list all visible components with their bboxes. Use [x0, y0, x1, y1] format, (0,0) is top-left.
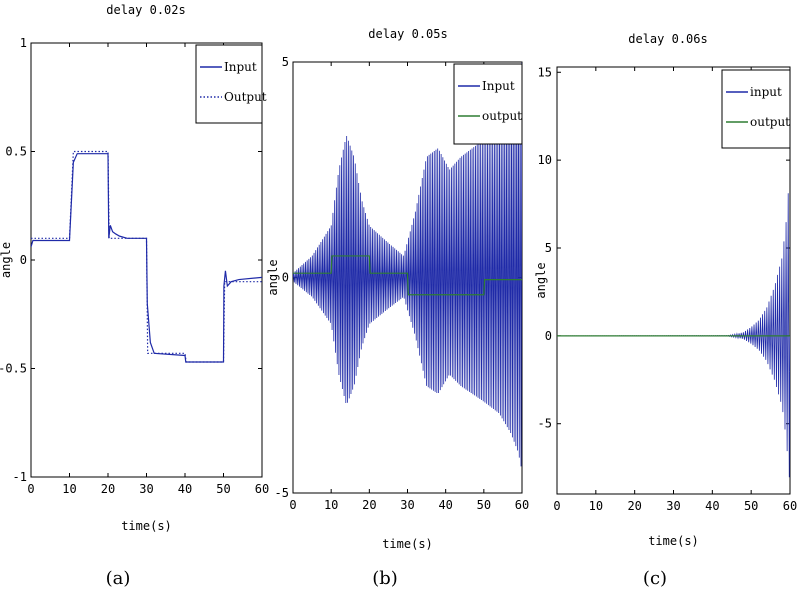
x-axis-label: time(s): [121, 519, 172, 533]
x-axis-label: time(s): [382, 537, 433, 551]
series-group: [31, 150, 262, 363]
chart-title: delay 0.05s: [368, 27, 447, 41]
y-tick-label: 5: [545, 241, 552, 255]
legend-entry: Input: [224, 60, 257, 74]
legend: Input Output: [195, 44, 267, 124]
chart-title: delay 0.06s: [628, 32, 707, 46]
legend-box: [721, 69, 791, 149]
x-tick-label: 20: [362, 498, 376, 512]
x-tick-label: 20: [101, 482, 115, 496]
series-line-input: [31, 153, 262, 363]
panel-caption: (c): [643, 568, 667, 589]
legend-entry: Output: [224, 90, 267, 104]
chart-panel-1: 0 10 20 30 40 50 60 -1 -0.5 0 0.5 1 delay 0.02s time(…: [0, 3, 269, 589]
x-tick-label: 50: [744, 499, 758, 513]
y-tick-label: 0: [282, 271, 289, 285]
x-tick-label: 30: [139, 482, 153, 496]
x-tick-label: 30: [400, 498, 414, 512]
y-tick-label: -0.5: [0, 362, 27, 376]
panel-caption: (b): [372, 568, 398, 589]
x-tick-label: 0: [553, 499, 560, 513]
series-line-output: [293, 255, 522, 296]
x-tick-label: 50: [216, 482, 230, 496]
legend-entry: output: [750, 115, 790, 129]
x-tick-label: 60: [255, 482, 269, 496]
x-tick-label: 40: [438, 498, 452, 512]
legend-entry: output: [482, 109, 522, 123]
y-tick-label: -5: [275, 486, 289, 500]
x-tick-label: 10: [324, 498, 338, 512]
chart-title: delay 0.02s: [106, 3, 185, 17]
y-tick-label: 5: [282, 55, 289, 69]
y-tick-label: 1: [20, 36, 27, 50]
x-tick-label: 20: [627, 499, 641, 513]
legend-box: [195, 44, 263, 124]
x-tick-label: 0: [27, 482, 34, 496]
panel-caption: (a): [106, 568, 131, 589]
y-tick-label: -5: [538, 417, 552, 431]
y-axis-label: angle: [534, 262, 548, 298]
series-group: [557, 193, 790, 478]
y-axis-label: angle: [266, 259, 280, 295]
x-tick-label: 50: [477, 498, 491, 512]
legend: Input output: [453, 63, 523, 145]
y-tick-label: 0: [20, 253, 27, 267]
series-group: [293, 62, 522, 467]
x-tick-label: 10: [589, 499, 603, 513]
y-tick-label: 0: [545, 329, 552, 343]
y-axis-label: angle: [0, 242, 13, 278]
legend-box: [453, 63, 523, 145]
legend: input output: [721, 69, 791, 149]
chart-panel-3: 0 10 20 30 40 50 60 -5 0 5 10 15 delay 0.06s time(s) a…: [534, 32, 797, 589]
y-tick-label: 0.5: [5, 145, 27, 159]
x-tick-label: 0: [289, 498, 296, 512]
x-tick-label: 40: [178, 482, 192, 496]
y-tick-label: 10: [538, 153, 552, 167]
legend-entry: input: [750, 85, 782, 99]
y-tick-label: -1: [13, 470, 27, 484]
y-tick-label: 15: [538, 65, 552, 79]
x-tick-label: 10: [62, 482, 76, 496]
x-axis-label: time(s): [648, 534, 699, 548]
x-tick-label: 40: [705, 499, 719, 513]
x-tick-label: 30: [666, 499, 680, 513]
x-tick-label: 60: [783, 499, 797, 513]
x-tick-label: 60: [515, 498, 529, 512]
series-line-input: [293, 62, 522, 467]
legend-entry: Input: [482, 79, 515, 93]
